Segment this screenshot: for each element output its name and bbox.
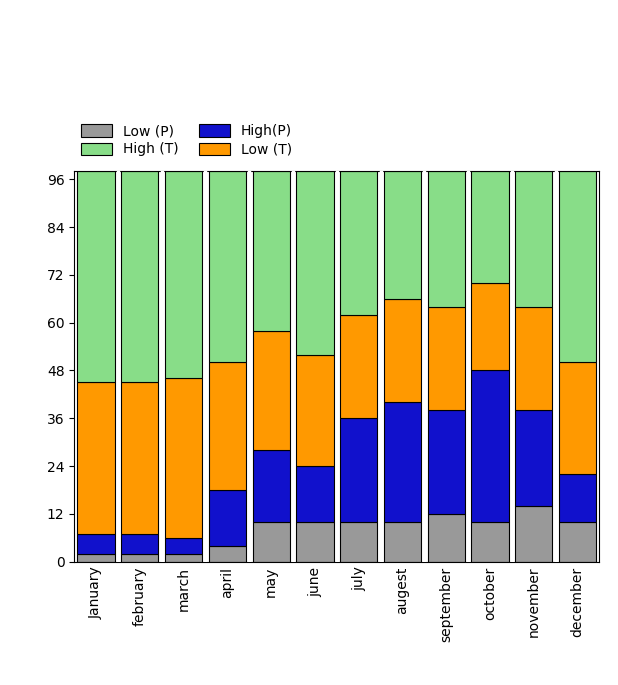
Bar — [296, 355, 334, 466]
Bar — [515, 307, 552, 410]
Bar — [472, 171, 509, 283]
Bar — [296, 466, 334, 522]
Bar — [121, 534, 158, 553]
Bar — [165, 378, 202, 538]
Bar — [384, 299, 421, 402]
Bar — [121, 171, 158, 382]
Bar — [77, 534, 115, 553]
Bar — [559, 474, 596, 522]
Bar — [209, 490, 246, 546]
Bar — [472, 522, 509, 562]
Bar — [340, 419, 378, 522]
Bar — [165, 538, 202, 553]
Bar — [253, 522, 290, 562]
Bar — [428, 514, 465, 562]
Bar — [384, 402, 421, 522]
Bar — [384, 522, 421, 562]
Bar — [428, 410, 465, 514]
Bar — [296, 171, 334, 355]
Bar — [515, 171, 552, 307]
Bar — [165, 171, 202, 378]
Bar — [253, 450, 290, 522]
Bar — [340, 314, 378, 419]
Bar — [296, 522, 334, 562]
Bar — [209, 546, 246, 562]
Bar — [384, 171, 421, 299]
Bar — [428, 171, 465, 307]
Legend: Low (P), High (T), High(P), Low (T): Low (P), High (T), High(P), Low (T) — [81, 125, 292, 156]
Bar — [559, 171, 596, 362]
Bar — [253, 331, 290, 450]
Bar — [121, 382, 158, 534]
Bar — [165, 553, 202, 562]
Bar — [77, 382, 115, 534]
Bar — [515, 506, 552, 562]
Bar — [472, 283, 509, 371]
Bar — [77, 171, 115, 382]
Bar — [559, 522, 596, 562]
Bar — [428, 307, 465, 410]
Bar — [77, 553, 115, 562]
Bar — [121, 553, 158, 562]
Bar — [559, 362, 596, 474]
Bar — [253, 171, 290, 331]
Bar — [515, 410, 552, 506]
Bar — [340, 171, 378, 314]
Bar — [472, 371, 509, 522]
Bar — [340, 522, 378, 562]
Bar — [209, 171, 246, 362]
Bar — [209, 362, 246, 490]
